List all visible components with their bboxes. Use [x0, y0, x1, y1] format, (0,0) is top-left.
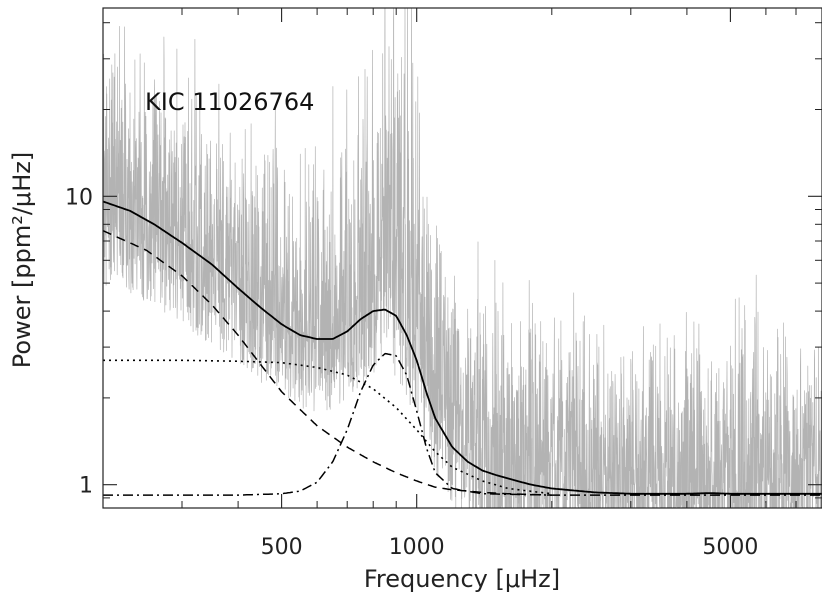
series-layer — [103, 8, 822, 508]
ticks-layer: 500 1000 5000 1 10 — [65, 8, 822, 560]
series-background-component-1 — [103, 230, 552, 496]
y-tick-label: 10 — [65, 185, 93, 210]
y-tick-label: 1 — [79, 474, 93, 499]
star-id-annotation: KIC 11026764 — [145, 88, 314, 116]
x-axis-label: Frequency [μHz] — [364, 565, 560, 593]
plot-frame — [102, 7, 822, 509]
series-observed-spectrum — [103, 8, 822, 508]
x-tick-label: 5000 — [702, 535, 758, 560]
x-tick-label: 1000 — [389, 535, 445, 560]
y-axis-label: Power [ppm²/μHz] — [8, 152, 36, 368]
series-total-fit — [103, 200, 822, 495]
x-tick-label: 500 — [261, 535, 303, 560]
